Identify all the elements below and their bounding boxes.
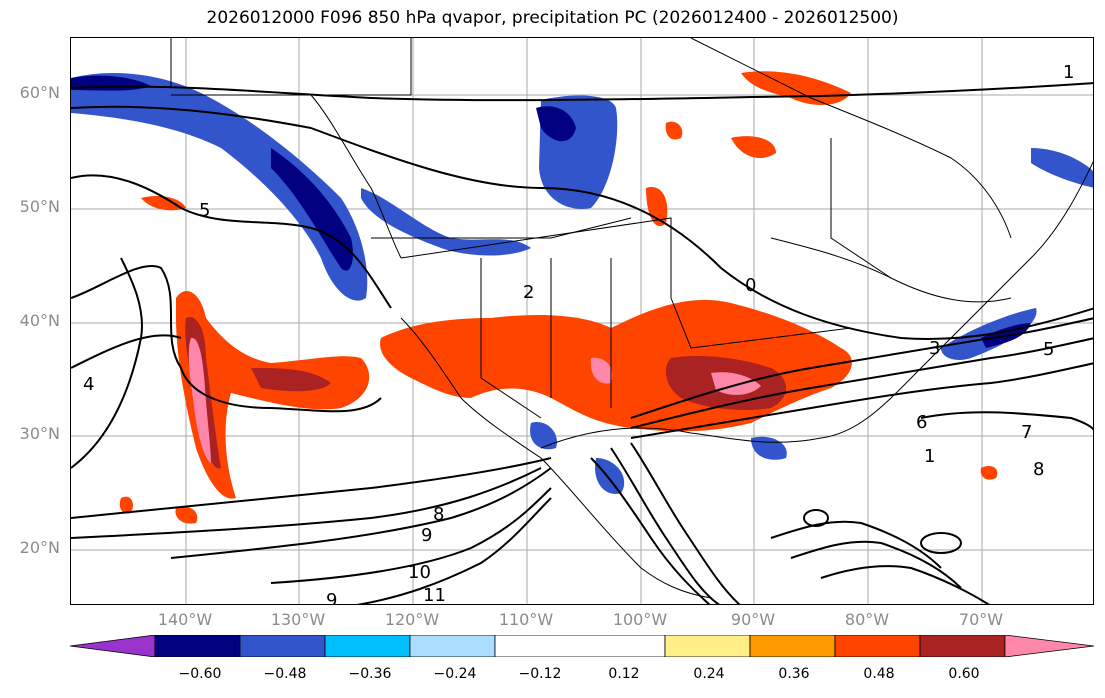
contour-label: 5 bbox=[199, 200, 210, 221]
contour-label: 8 bbox=[433, 504, 444, 525]
contour-label: 0 bbox=[745, 275, 756, 296]
lon-label-140w: 140°W bbox=[157, 610, 213, 629]
lat-label-30n: 30°N bbox=[19, 424, 60, 443]
colorbar-tick: 0.60 bbox=[948, 666, 980, 682]
colorbar-tick: −0.36 bbox=[348, 666, 392, 682]
map-panel: 1 5 3 6 7 8 9 10 11 4 2 1 0 5 9 8 bbox=[70, 37, 1094, 605]
colorbar bbox=[70, 635, 1094, 657]
contour-label: 11 bbox=[423, 585, 446, 605]
colorbar-min-extension bbox=[70, 635, 156, 657]
contour-label: 1 bbox=[1063, 62, 1074, 83]
lon-label-120w: 120°W bbox=[384, 610, 440, 629]
lat-label-40n: 40°N bbox=[19, 311, 60, 330]
lon-label-130w: 130°W bbox=[270, 610, 326, 629]
colorbar-segment bbox=[749, 635, 836, 657]
lat-label-20n: 20°N bbox=[19, 538, 60, 557]
contour-label: 2 bbox=[523, 282, 534, 303]
colorbar-tick: 0.48 bbox=[863, 666, 895, 682]
map-title: 2026012000 F096 850 hPa qvapor, precipit… bbox=[206, 8, 899, 28]
colorbar-segment bbox=[494, 635, 666, 657]
colorbar-segment bbox=[919, 635, 1006, 657]
coastlines-borders bbox=[170, 38, 1093, 599]
lat-label-50n: 50°N bbox=[19, 197, 60, 216]
contour-label: 6 bbox=[916, 412, 927, 433]
lon-label-70w: 70°W bbox=[958, 610, 1004, 629]
colorbar-segment bbox=[239, 635, 326, 657]
contour-label: 7 bbox=[1021, 422, 1032, 443]
contour-label: 5 bbox=[1043, 339, 1054, 360]
colorbar-tick: −0.60 bbox=[178, 666, 222, 682]
colorbar-segment bbox=[409, 635, 496, 657]
colorbar-segment bbox=[664, 635, 751, 657]
colorbar-tick: −0.48 bbox=[263, 666, 307, 682]
contour-label-group: 1 5 3 6 7 8 9 10 11 4 2 1 0 5 9 8 bbox=[83, 62, 1074, 605]
contour-label: 9 bbox=[421, 525, 432, 546]
lon-label-100w: 100°W bbox=[612, 610, 668, 629]
colorbar-tick: −0.24 bbox=[433, 666, 477, 682]
lon-label-80w: 80°W bbox=[844, 610, 890, 629]
colorbar-segment bbox=[324, 635, 411, 657]
colorbar-tick: 0.36 bbox=[778, 666, 810, 682]
contour-label: 1 bbox=[924, 446, 935, 467]
qvapor-contours bbox=[71, 82, 1093, 604]
lon-label-90w: 90°W bbox=[730, 610, 776, 629]
contour-label: 9 bbox=[326, 590, 337, 605]
contour-label: 4 bbox=[83, 374, 94, 395]
map-canvas: 1 5 3 6 7 8 9 10 11 4 2 1 0 5 9 8 bbox=[71, 38, 1093, 605]
colorbar-max-extension bbox=[1004, 635, 1094, 657]
colorbar-segment bbox=[154, 635, 241, 657]
colorbar-tick: −0.12 bbox=[518, 666, 562, 682]
lon-label-110w: 110°W bbox=[498, 610, 554, 629]
colorbar-segment bbox=[834, 635, 921, 657]
contour-label: 8 bbox=[1033, 459, 1044, 480]
colorbar-tick: 0.12 bbox=[608, 666, 640, 682]
lat-label-60n: 60°N bbox=[19, 83, 60, 102]
colorbar-tick: 0.24 bbox=[693, 666, 725, 682]
contour-label: 3 bbox=[929, 338, 940, 359]
contour-label: 10 bbox=[408, 562, 431, 583]
